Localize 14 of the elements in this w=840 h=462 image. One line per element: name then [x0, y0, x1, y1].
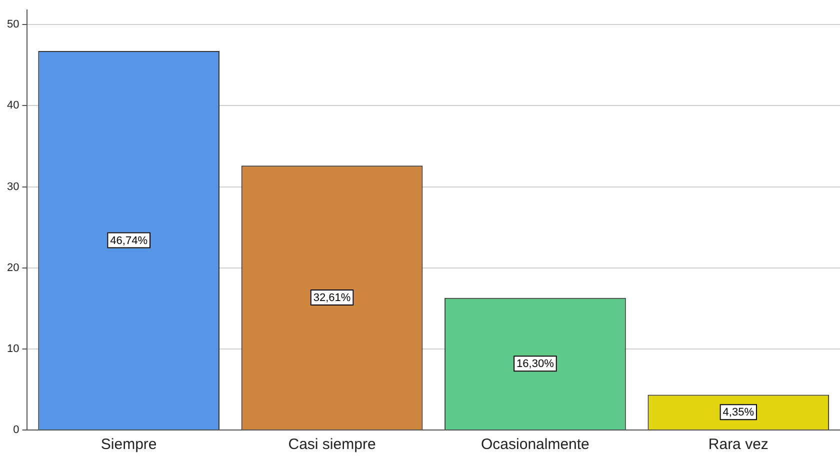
x-tick-label: Ocasionalmente — [481, 436, 590, 454]
y-tick-label: 30 — [6, 180, 20, 193]
data-label: 32,61% — [313, 292, 351, 304]
y-tick-label: 50 — [6, 18, 20, 31]
data-label: 16,30% — [516, 358, 554, 370]
x-tick-label: Casi siempre — [288, 436, 376, 454]
y-tick-label: 20 — [6, 262, 20, 274]
y-tick-label: 0 — [13, 424, 20, 436]
x-tick-label: Siempre — [100, 436, 157, 454]
y-tick-label: 10 — [6, 342, 20, 355]
data-label: 46,74% — [110, 234, 148, 247]
data-label: 4,35% — [722, 406, 754, 419]
x-tick-label: Rara vez — [708, 436, 768, 454]
y-tick-label: 40 — [6, 100, 20, 112]
